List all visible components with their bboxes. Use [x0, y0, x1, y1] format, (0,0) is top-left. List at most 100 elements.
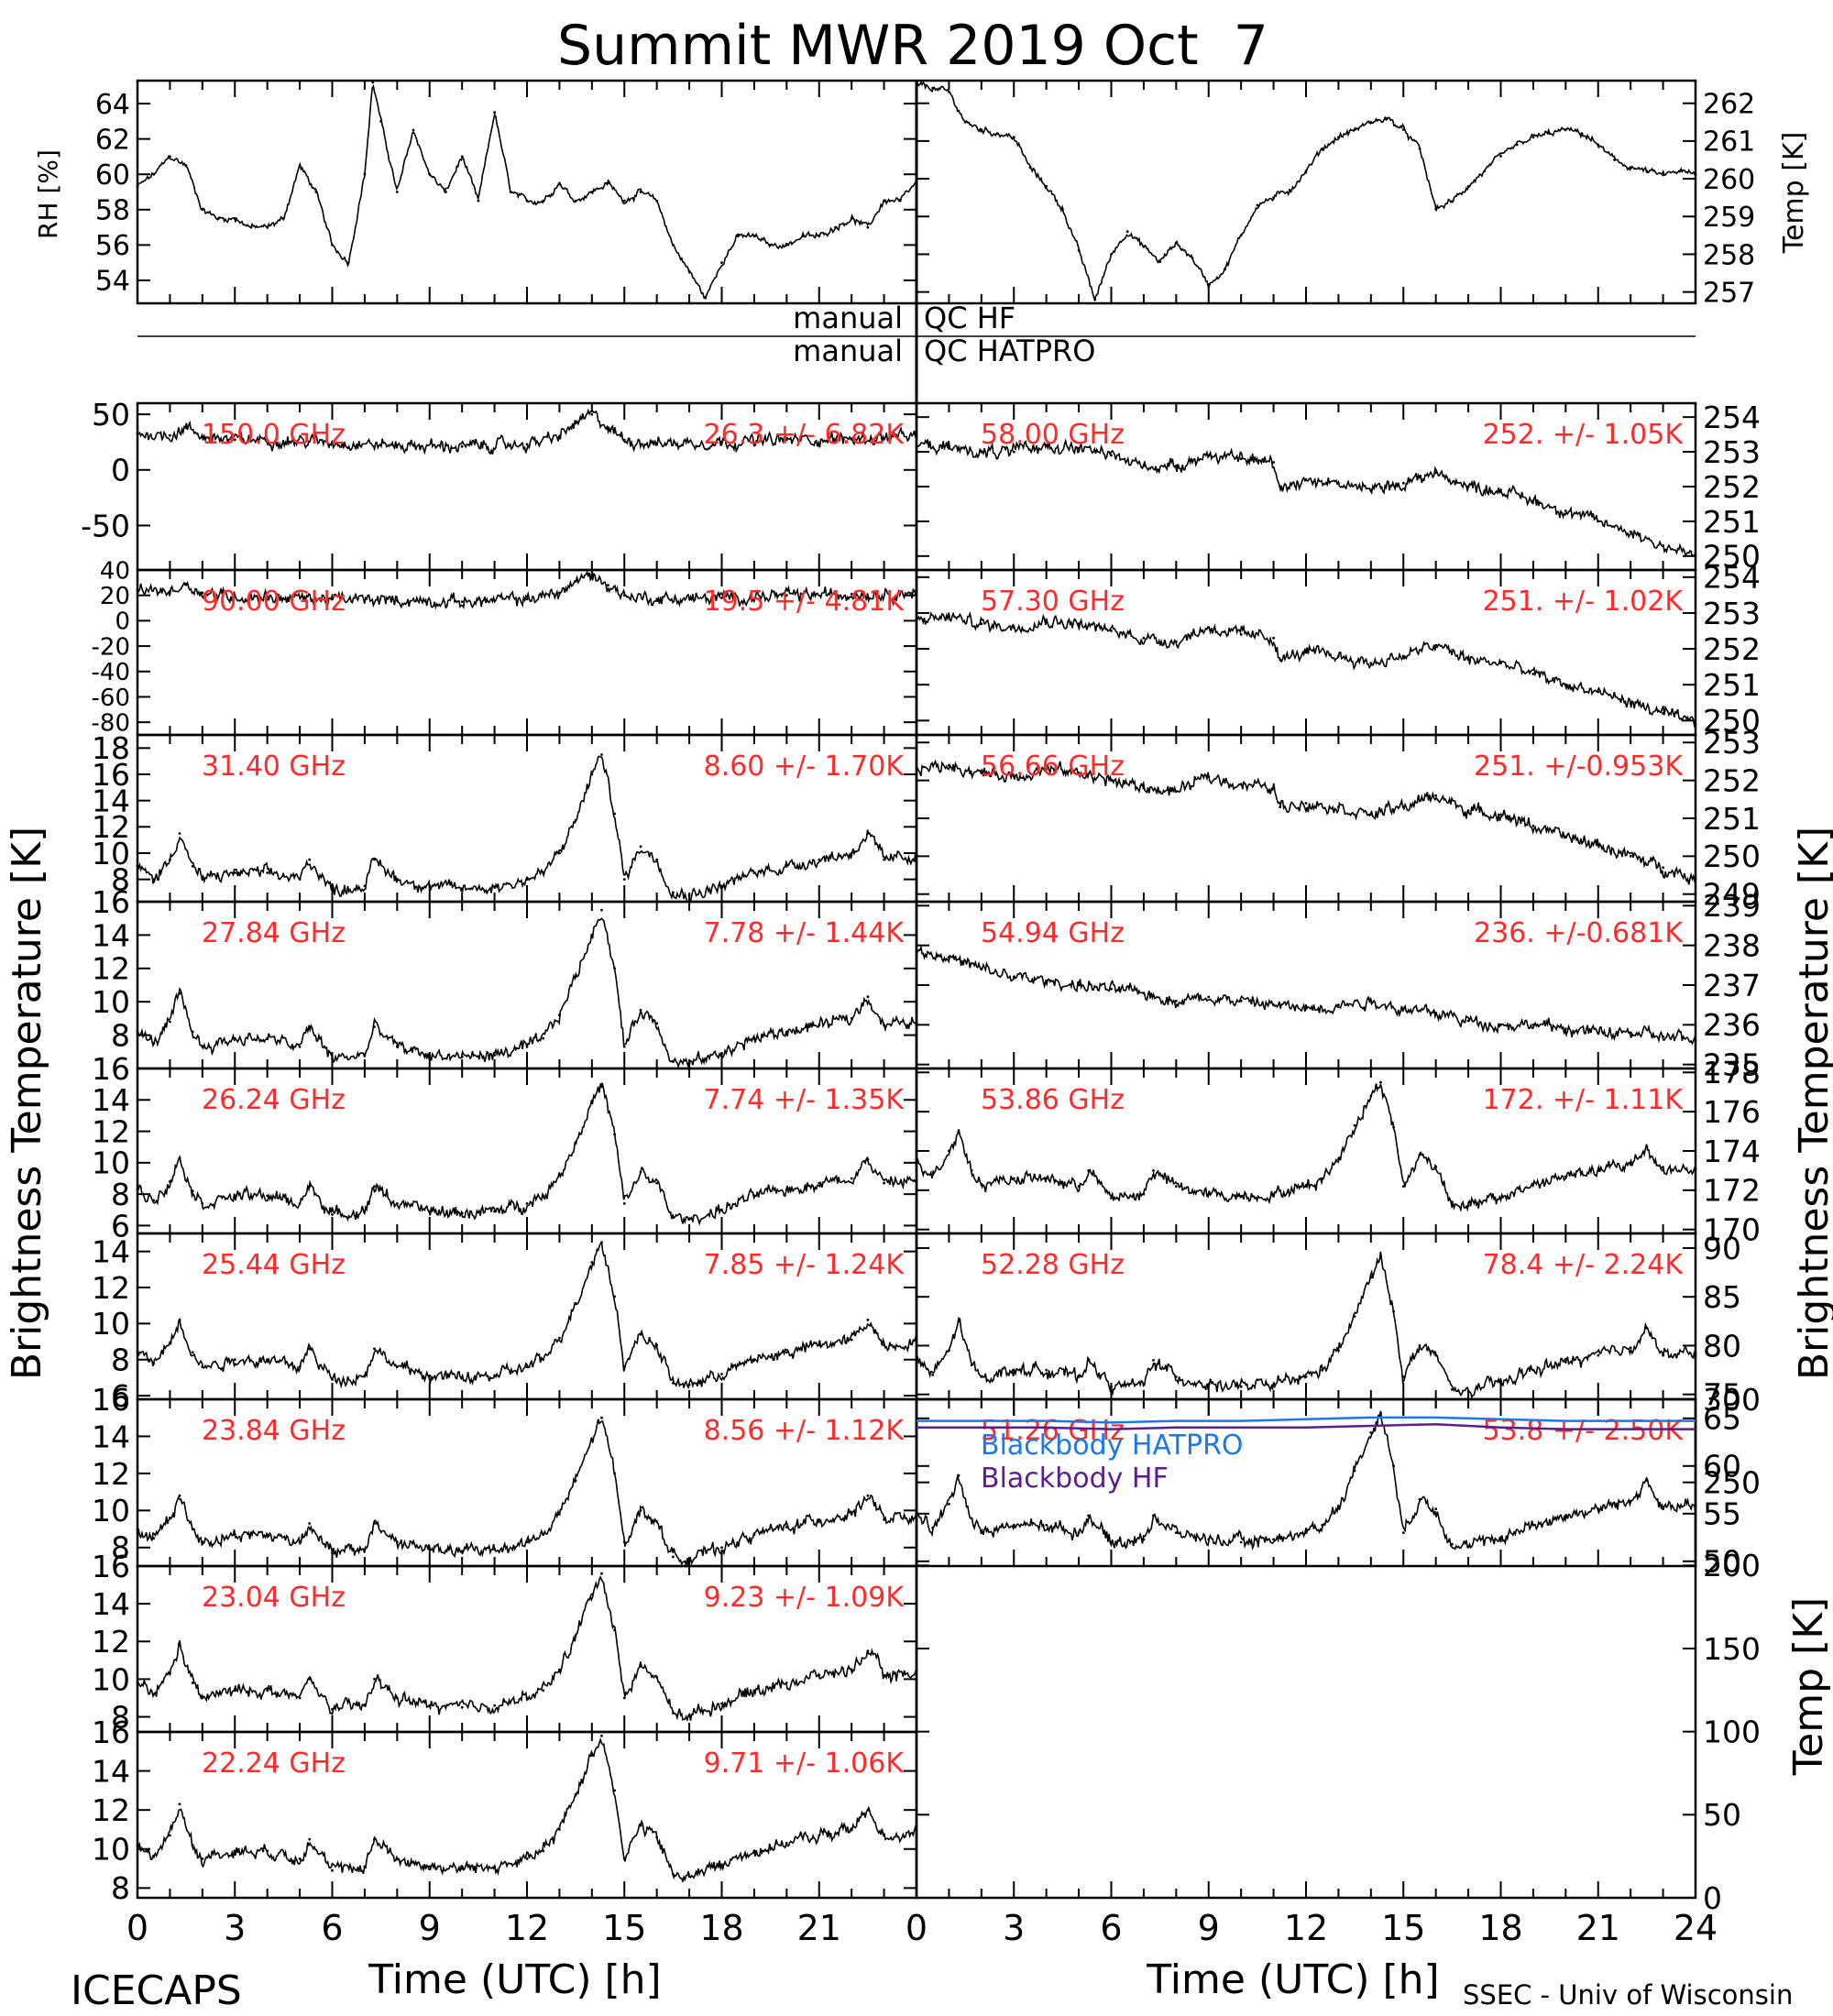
data-point	[1304, 1185, 1308, 1188]
data-point	[1677, 170, 1681, 173]
y-tick-label: 235	[1703, 1047, 1761, 1083]
data-point	[639, 1824, 642, 1827]
data-point	[331, 1868, 334, 1872]
data-point	[1077, 1375, 1081, 1378]
y-tick-label: 254	[1703, 560, 1761, 596]
data-point	[1386, 116, 1388, 120]
data-point	[1174, 241, 1178, 245]
data-point	[191, 1189, 194, 1193]
data-point	[1564, 1027, 1567, 1031]
data-point	[1288, 189, 1291, 192]
data-point	[542, 1689, 545, 1693]
data-point	[600, 1572, 603, 1575]
data-point	[233, 871, 236, 874]
y-tick-label: 8	[111, 1699, 130, 1735]
data-point	[445, 191, 447, 193]
data-point	[931, 86, 935, 90]
data-point	[883, 1343, 885, 1347]
data-point	[1174, 790, 1178, 794]
data-point	[970, 1364, 973, 1367]
y-tick-label: 14	[92, 1586, 130, 1622]
data-point	[687, 1875, 691, 1878]
data-point	[850, 1668, 853, 1671]
data-point	[460, 1705, 464, 1709]
y-tick-label: 238	[1703, 928, 1761, 964]
data-point	[233, 595, 236, 598]
data-point	[1087, 1359, 1091, 1362]
data-point	[1466, 184, 1470, 188]
data-point	[298, 1045, 302, 1048]
data-point	[395, 444, 399, 447]
data-point	[1645, 170, 1649, 173]
data-point	[1337, 1003, 1340, 1007]
data-point	[1434, 471, 1438, 475]
hour-tick-label-left: 12	[505, 1908, 549, 1948]
y-tick-label: 54	[95, 266, 130, 298]
data-point	[1531, 1183, 1535, 1186]
data-point	[169, 1020, 171, 1024]
data-point	[1174, 640, 1178, 643]
data-point	[1564, 1175, 1567, 1178]
y-tick-label: 6	[111, 1378, 130, 1414]
data-point	[371, 81, 375, 84]
data-point	[1353, 128, 1356, 131]
panel-frame	[915, 79, 1697, 305]
data-point	[1045, 619, 1048, 622]
data-point	[266, 225, 269, 229]
data-point	[136, 185, 139, 189]
data-point	[1401, 1185, 1405, 1188]
data-point	[1087, 1514, 1091, 1517]
data-point	[1401, 654, 1405, 658]
data-point	[980, 622, 983, 626]
data-point	[639, 191, 642, 193]
data-point	[363, 884, 367, 888]
data-point	[1418, 1497, 1421, 1501]
data-point	[574, 1792, 577, 1796]
data-point	[1564, 128, 1567, 131]
y-tick-label: 55	[1703, 1496, 1741, 1532]
data-point	[1152, 1169, 1155, 1172]
data-point	[1110, 1540, 1113, 1544]
data-point	[1304, 1375, 1308, 1378]
data-point	[178, 1319, 181, 1321]
data-point	[525, 1696, 529, 1700]
data-point	[785, 1682, 788, 1684]
data-point	[1418, 147, 1421, 150]
stats-label: 26.3 +/- 6.82K	[704, 419, 906, 451]
data-point	[1077, 248, 1081, 252]
chart-panel-54-94: 235 236 237 238 239 54.94 GHz 236. +/-0.681K	[915, 888, 1761, 1083]
data-point	[1239, 999, 1243, 1003]
data-point	[720, 261, 723, 264]
data-trace	[916, 438, 1696, 559]
data-point	[883, 858, 885, 861]
data-point	[1434, 207, 1438, 211]
data-point	[980, 1183, 983, 1186]
data-point	[1434, 1165, 1438, 1168]
data-point	[136, 864, 139, 868]
data-point	[542, 1533, 545, 1536]
data-point	[613, 1133, 616, 1136]
data-point	[1597, 690, 1600, 694]
chart-panel-52-28: 75 80 85 90 52.28 GHz 78.4 +/- 2.24K	[915, 1231, 1741, 1413]
data-point	[866, 1494, 870, 1497]
data-point	[785, 1188, 788, 1191]
data-point	[1142, 464, 1146, 467]
data-point	[1028, 166, 1032, 170]
data-point	[639, 1332, 642, 1336]
data-point	[785, 244, 788, 247]
data-point	[915, 1359, 918, 1362]
data-point	[1337, 1349, 1340, 1353]
data-point	[178, 1802, 181, 1806]
x-ticks	[137, 570, 917, 735]
data-point	[898, 199, 902, 203]
y-tick-label: 14	[92, 1419, 130, 1454]
data-point	[1564, 836, 1567, 839]
data-point	[850, 851, 853, 855]
data-point	[687, 1714, 691, 1716]
data-point	[720, 1373, 723, 1375]
data-point	[169, 155, 171, 159]
y-tick-label: 16	[92, 1549, 130, 1584]
